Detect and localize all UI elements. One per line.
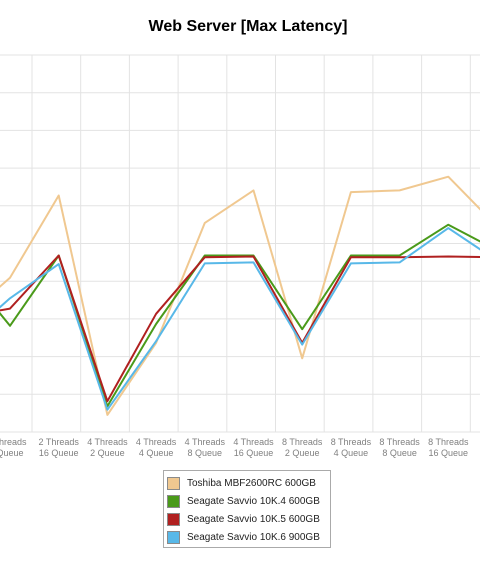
x-tick-label: 2 Queue — [90, 448, 125, 458]
legend-label: Toshiba MBF2600RC 600GB — [187, 477, 316, 489]
x-tick-label: 4 Threads — [136, 437, 177, 447]
x-tick-label: 2 Threads — [39, 437, 80, 447]
legend-swatch — [167, 512, 180, 526]
x-tick-label: 8 Threads — [331, 437, 372, 447]
chart-legend: Toshiba MBF2600RC 600GB Seagate Savvio 10… — [163, 470, 331, 548]
legend-label: Seagate Savvio 10K.4 600GB — [187, 495, 320, 507]
x-tick-label: 8 Threads — [379, 437, 420, 447]
legend-swatch — [167, 530, 180, 544]
chart-title: Web Server [Max Latency] — [148, 18, 348, 35]
series-line-3 — [0, 254, 480, 403]
x-tick-label: Queue — [0, 448, 24, 458]
x-tick-label: 4 Queue — [334, 448, 369, 458]
legend-swatch — [167, 494, 180, 508]
legend-item[interactable]: Seagate Savvio 10K.4 600GB — [167, 492, 330, 510]
x-tick-label: 4 Queue — [139, 448, 174, 458]
legend-item[interactable]: Seagate Savvio 10K.5 600GB — [167, 510, 330, 528]
series-line-4 — [0, 227, 480, 411]
x-tick-label: 8 Threads — [428, 437, 469, 447]
legend-swatch — [167, 476, 180, 490]
legend-item[interactable]: Seagate Savvio 10K.6 900GB — [167, 528, 330, 546]
legend-label: Seagate Savvio 10K.5 600GB — [187, 513, 320, 525]
x-tick-label: 8 Queue — [188, 448, 223, 458]
grid-layer — [0, 54, 480, 433]
legend-label: Seagate Savvio 10K.6 900GB — [187, 531, 320, 543]
series-layer — [0, 175, 480, 416]
legend-item[interactable]: Toshiba MBF2600RC 600GB — [167, 474, 330, 492]
x-tick-label: 8 Queue — [382, 448, 417, 458]
x-tick-label: 2 Queue — [285, 448, 320, 458]
x-tick-label: 16 Queue — [39, 448, 79, 458]
x-tick-label: 16 Queue — [234, 448, 274, 458]
x-tick-label: 4 Threads — [185, 437, 226, 447]
x-tick-label: Threads — [0, 437, 27, 447]
x-tick-label: 4 Threads — [233, 437, 274, 447]
x-tick-label: 16 Queue — [429, 448, 469, 458]
series-line-1 — [0, 175, 480, 416]
x-tick-label: 4 Threads — [87, 437, 128, 447]
x-tick-label: 8 Threads — [282, 437, 323, 447]
